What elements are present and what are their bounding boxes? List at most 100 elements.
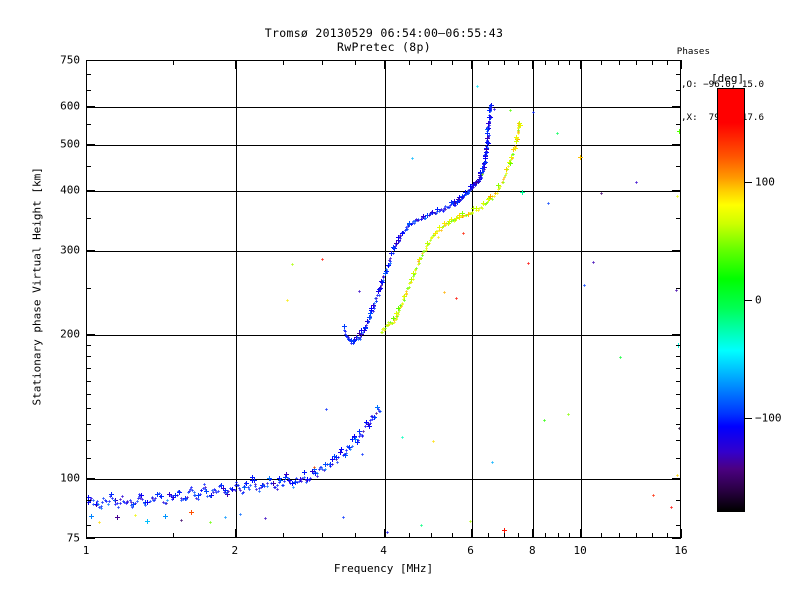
- data-point: [164, 490, 168, 505]
- data-point: [475, 168, 479, 183]
- data-point: [475, 73, 479, 88]
- data-point: [474, 169, 478, 185]
- data-point: [398, 222, 402, 237]
- data-point: [345, 323, 349, 338]
- data-point: [125, 489, 129, 504]
- colorbar-tick-label: 0: [755, 293, 762, 307]
- data-point: [309, 459, 315, 475]
- data-point: [301, 465, 305, 481]
- data-point: [474, 196, 480, 211]
- data-point: [273, 474, 277, 490]
- data-point: [651, 482, 655, 497]
- y-tick-major-right: [672, 478, 681, 480]
- data-point: [398, 295, 402, 311]
- data-point: [396, 301, 400, 316]
- y-tick-minor: [86, 74, 91, 76]
- data-point: [487, 109, 491, 124]
- data-point: [445, 211, 451, 226]
- y-tick-major-right: [672, 250, 681, 252]
- data-point: [476, 169, 480, 184]
- data-point: [618, 344, 622, 360]
- x-tick-minor: [408, 533, 410, 538]
- data-point: [180, 507, 184, 522]
- data-point: [375, 285, 379, 301]
- data-point: [374, 400, 378, 415]
- data-point: [320, 456, 324, 472]
- data-point: [355, 326, 359, 342]
- data-point: [441, 197, 445, 213]
- data-point: [338, 437, 344, 453]
- data-point: [485, 129, 489, 145]
- data-point: [401, 290, 405, 305]
- x-tick-major: [86, 529, 87, 538]
- data-point: [502, 166, 506, 182]
- data-point: [171, 486, 175, 502]
- data-point: [401, 219, 405, 234]
- data-point: [462, 180, 468, 195]
- data-point: [429, 200, 435, 216]
- data-point: [479, 194, 483, 209]
- data-point: [441, 198, 445, 213]
- data-point: [398, 225, 402, 241]
- data-point: [386, 312, 390, 328]
- data-point: [373, 290, 377, 305]
- y-tick-major: [86, 190, 95, 192]
- data-point: [150, 484, 154, 499]
- data-point: [360, 423, 364, 438]
- data-point: [195, 483, 201, 499]
- data-point: [443, 212, 447, 228]
- data-point: [177, 480, 183, 495]
- x-tick-minor: [569, 533, 571, 538]
- y-tick-minor-right: [676, 356, 681, 358]
- data-point: [203, 474, 207, 490]
- data-point: [378, 398, 382, 413]
- data-point: [380, 319, 384, 334]
- data-point: [485, 111, 491, 127]
- data-point: [159, 483, 163, 498]
- data-point: [485, 114, 489, 130]
- data-point: [357, 325, 361, 341]
- data-point: [292, 470, 298, 485]
- data-point: [364, 312, 368, 327]
- data-point: [391, 236, 397, 252]
- data-point: [498, 175, 502, 190]
- data-point: [366, 309, 370, 324]
- x-tick-minor-top: [652, 60, 654, 65]
- x-tick-minor-top: [569, 60, 571, 65]
- plot-canvas: [87, 61, 680, 537]
- data-point: [411, 208, 415, 224]
- data-point: [277, 466, 283, 481]
- data-point: [89, 487, 93, 502]
- data-point: [87, 488, 91, 503]
- data-point: [346, 324, 350, 340]
- data-point: [512, 141, 516, 156]
- data-point: [374, 288, 378, 303]
- y-tick-major-right: [672, 334, 681, 336]
- data-point: [464, 181, 468, 197]
- data-point: [449, 208, 453, 224]
- data-point: [139, 483, 145, 499]
- data-point: [399, 293, 403, 308]
- data-point: [96, 491, 100, 507]
- data-point: [344, 437, 348, 452]
- data-point: [364, 309, 370, 325]
- plot-area: [86, 60, 681, 538]
- y-tick-minor-right: [676, 288, 681, 290]
- data-point: [290, 471, 296, 487]
- y-tick-minor: [86, 368, 91, 370]
- data-point: [335, 449, 339, 465]
- data-point: [373, 404, 377, 419]
- data-point: [404, 281, 408, 296]
- data-point: [448, 207, 454, 223]
- x-tick-major-top: [86, 60, 87, 69]
- data-point: [482, 151, 486, 166]
- y-tick-minor-right: [676, 74, 681, 76]
- y-tick-major-right: [672, 538, 681, 539]
- x-tick-minor-top: [619, 60, 621, 65]
- data-point: [457, 205, 463, 221]
- data-point: [323, 452, 329, 468]
- data-point: [505, 160, 509, 176]
- data-point: [106, 491, 110, 507]
- data-point: [414, 257, 418, 273]
- data-point: [517, 113, 521, 129]
